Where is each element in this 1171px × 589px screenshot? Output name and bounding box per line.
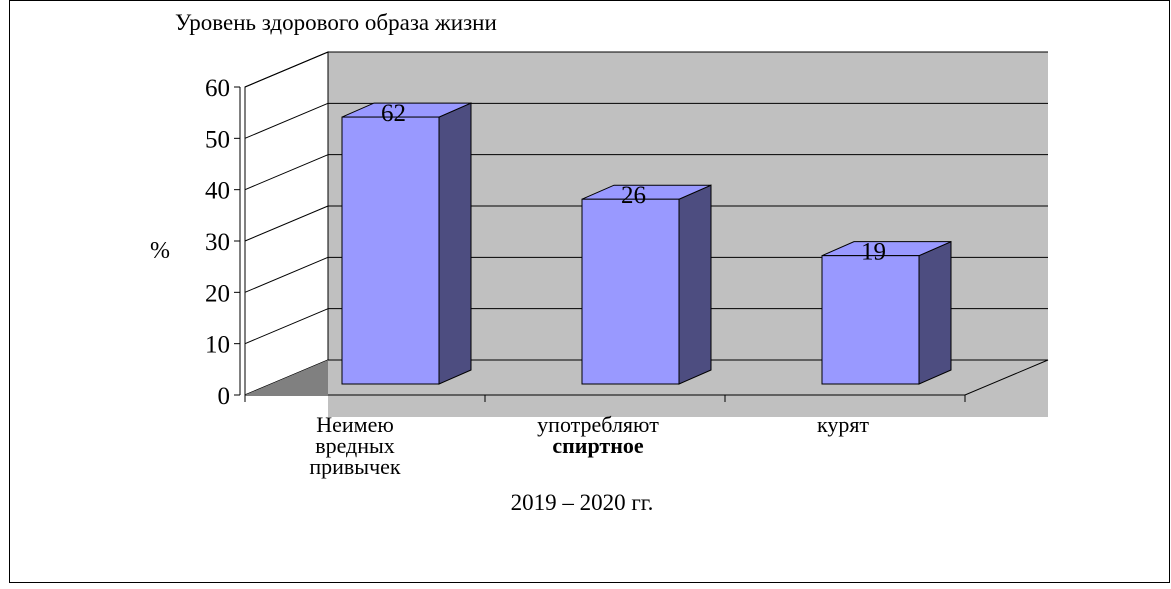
x-tick-label: курят xyxy=(817,412,869,437)
y-tick-label: 60 xyxy=(205,75,230,102)
x-axis-label: 2019 – 2020 гг. xyxy=(511,490,654,515)
y-tick-label: 50 xyxy=(205,126,230,153)
data-label: 26 xyxy=(621,182,646,209)
bar xyxy=(341,116,440,385)
bar xyxy=(581,198,680,385)
bar-side xyxy=(678,184,712,385)
data-label: 62 xyxy=(381,100,406,127)
grid-line xyxy=(244,205,329,242)
y-axis-label: % xyxy=(150,238,170,264)
chart-title: Уровень здорового образа жизни xyxy=(175,10,497,35)
y-tick-label: 40 xyxy=(205,178,230,205)
y-tick-label: 20 xyxy=(205,280,230,307)
bar-side xyxy=(918,240,952,385)
grid-line xyxy=(244,51,329,88)
x-tick-label: Неимею вредных привычек xyxy=(309,412,401,479)
grid-line xyxy=(244,256,329,293)
bar xyxy=(821,255,920,385)
y-tick-label: 30 xyxy=(205,229,230,256)
grid-line xyxy=(244,308,329,345)
data-label: 19 xyxy=(861,239,886,266)
y-tick-label: 10 xyxy=(205,332,230,359)
grid-line xyxy=(244,154,329,191)
bar-side xyxy=(438,102,472,385)
y-tick-label: 0 xyxy=(218,383,231,410)
x-tick-label: употребляют спиртное xyxy=(537,412,659,458)
grid-line xyxy=(244,102,329,139)
floor-shade xyxy=(245,360,328,395)
